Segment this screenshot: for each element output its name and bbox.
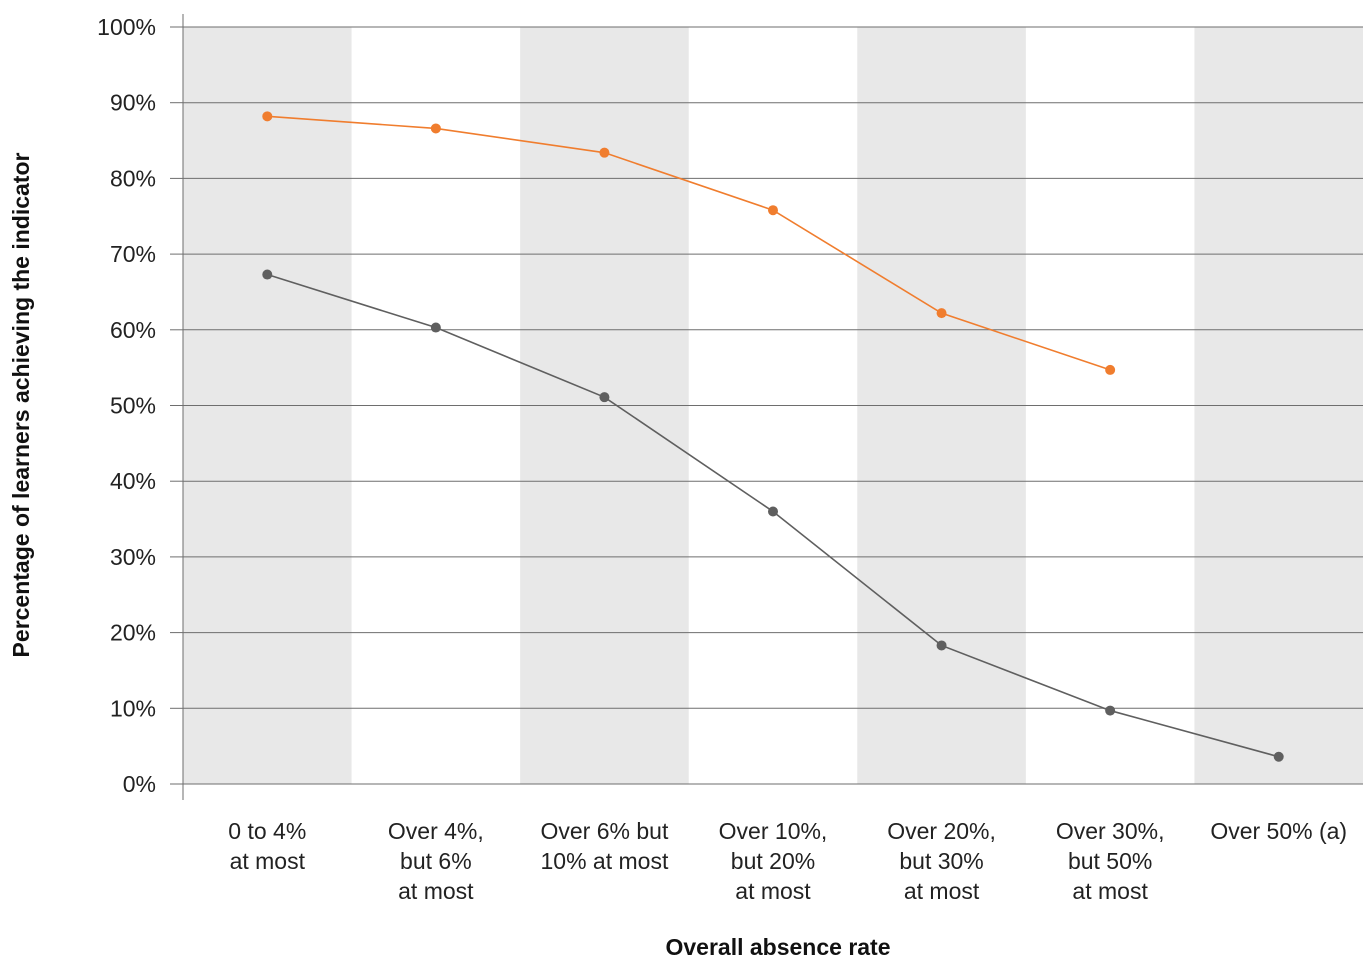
y-tick-label: 80%: [110, 165, 156, 191]
x-tick-label: Over 4%, but 6% at most: [388, 818, 484, 904]
y-tick-label: 100%: [97, 14, 156, 40]
data-point: [1105, 364, 1116, 375]
x-tick-label: Over 6% but 10% at most: [541, 818, 669, 874]
data-point: [262, 269, 273, 280]
data-point: [1273, 751, 1284, 762]
y-tick-label: 10%: [110, 695, 156, 721]
data-point: [599, 392, 610, 403]
data-point: [768, 205, 778, 216]
data-point: [430, 322, 441, 333]
data-point: [936, 640, 947, 651]
data-point: [430, 123, 441, 134]
series-points: [262, 111, 1284, 762]
y-tick-label: 50%: [110, 393, 156, 419]
y-tick-label: 70%: [110, 241, 156, 267]
y-tick-labels: 0% 10% 20% 30% 40% 50% 60% 70% 80% 90% 100%: [97, 14, 156, 797]
series-line-1: [267, 115, 1111, 371]
gridlines: [170, 26, 1363, 785]
y-tick-label: 0%: [123, 771, 156, 797]
x-tick-label: Over 10%, but 20% at most: [719, 818, 828, 904]
data-point: [768, 506, 778, 517]
data-point: [262, 111, 273, 122]
data-point: [1105, 705, 1116, 716]
data-point: [936, 308, 947, 319]
x-tick-label: Over 50% (a): [1210, 818, 1347, 844]
x-tick-label: 0 to 4% at most: [228, 818, 306, 874]
data-point: [599, 147, 610, 158]
x-tick-label: Over 30%, but 50% at most: [1056, 818, 1165, 904]
y-tick-label: 60%: [110, 317, 156, 343]
x-tick-label: Over 20%, but 30% at most: [887, 818, 996, 904]
y-tick-label: 40%: [110, 468, 156, 494]
y-axis-title: Percentage of learners achieving the ind…: [8, 153, 34, 658]
x-category-labels: 0 to 4% at most Over 4%, but 6% at most Over …: [228, 818, 1347, 904]
x-axis-title: Overall absence rate: [665, 934, 890, 959]
y-tick-label: 20%: [110, 620, 156, 646]
y-tick-label: 90%: [110, 90, 156, 116]
y-tick-label: 30%: [110, 544, 156, 570]
